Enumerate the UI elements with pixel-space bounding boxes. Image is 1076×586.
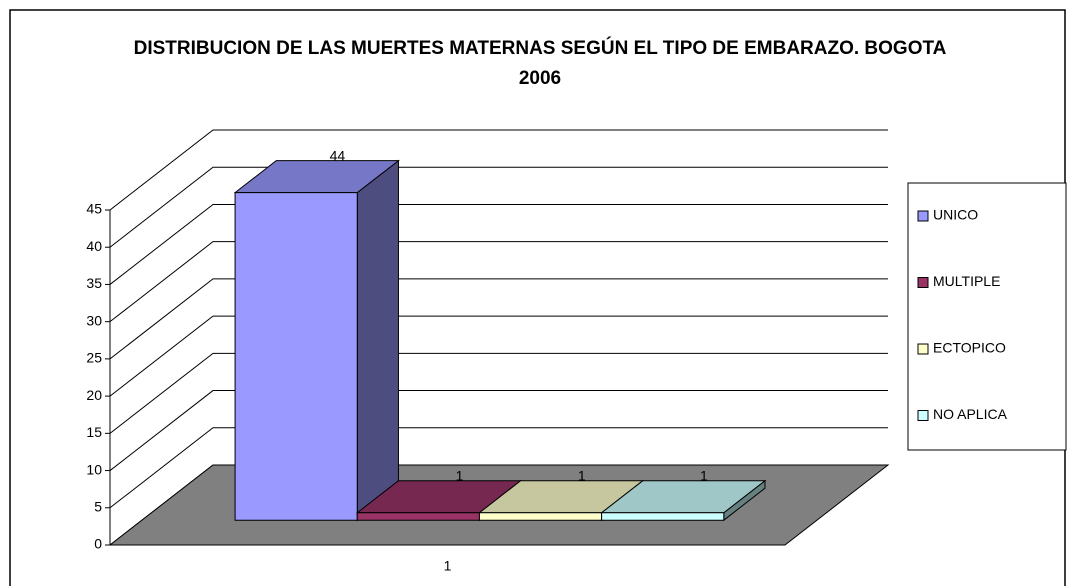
legend-label: NO APLICA	[933, 406, 1008, 422]
y-tick-label: 45	[86, 201, 102, 217]
grid-line	[109, 241, 888, 323]
grid-line	[109, 390, 888, 471]
y-tick-label: 5	[94, 498, 102, 514]
y-tick-label: 15	[86, 424, 102, 440]
bar	[356, 512, 480, 521]
grid-line	[109, 427, 888, 509]
legend-swatch	[917, 410, 929, 421]
legend-swatch	[917, 210, 929, 222]
legend-swatch	[917, 277, 929, 288]
grid-line	[109, 352, 888, 434]
grid-line	[109, 278, 888, 360]
grid-line	[109, 315, 888, 397]
grid-line	[109, 166, 888, 248]
y-tick-label: 40	[86, 238, 102, 254]
chart-title: DISTRIBUCION DE LAS MUERTES MATERNAS SEG…	[133, 38, 947, 89]
y-tick-label: 20	[86, 387, 102, 403]
y-tick-label: 35	[86, 275, 102, 291]
bar-side	[356, 159, 399, 522]
legend-box	[907, 182, 1067, 451]
data-label: 1	[456, 467, 464, 483]
y-tick-label: 30	[86, 312, 102, 328]
grid-line	[109, 203, 888, 285]
bar	[601, 512, 725, 521]
data-label: 1	[700, 467, 708, 483]
data-label: 44	[330, 147, 346, 163]
x-tick-label: 1	[444, 558, 452, 574]
y-tick-label: 10	[86, 461, 102, 477]
bar	[478, 512, 603, 521]
legend-label: ECTOPICO	[933, 340, 1006, 356]
legend-label: UNICO	[933, 207, 978, 223]
legend-label: MULTIPLE	[933, 273, 1000, 289]
grid-line	[109, 129, 888, 211]
legend-swatch	[917, 343, 929, 355]
y-tick-label: 25	[86, 350, 102, 366]
y-tick-label: 0	[94, 536, 102, 552]
bar	[234, 192, 358, 521]
data-label: 1	[578, 467, 586, 483]
